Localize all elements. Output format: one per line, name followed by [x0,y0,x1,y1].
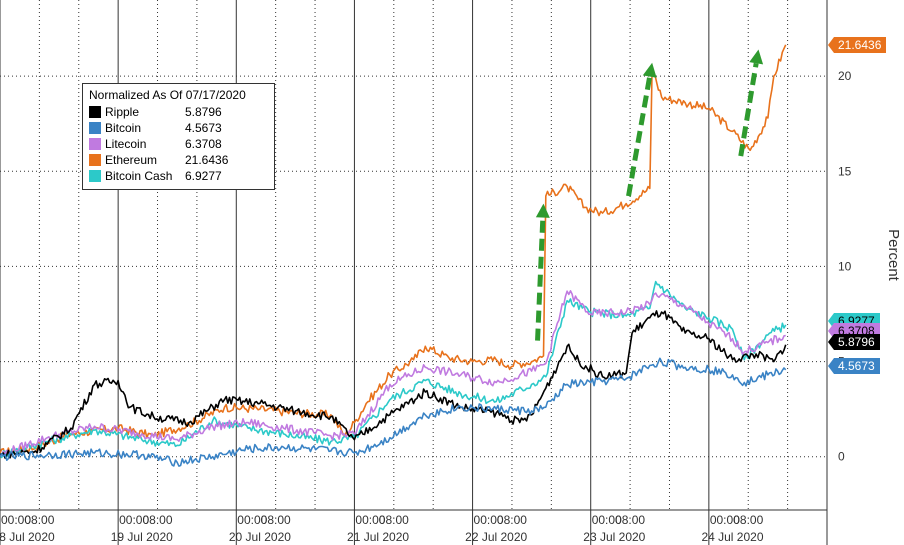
x-tick-label: 08:00 [497,513,527,527]
legend-swatch-bitcoin [89,122,101,134]
legend-entry-bitcoin: Bitcoin 4.5673 [89,120,268,136]
grid [0,0,828,545]
x-date-label: 18 Jul 2020 [0,530,55,544]
legend-entry-bitcoin-cash: Bitcoin Cash 6.9277 [89,168,268,184]
x-date-label: 20 Jul 2020 [229,530,291,544]
arrow-head [642,62,657,78]
legend-entry-litecoin: Litecoin 6.3708 [89,136,268,152]
x-date-label: 21 Jul 2020 [347,530,409,544]
series-line-bitcoin-cash [0,280,787,459]
arrow-shaft [738,62,759,157]
series-line-litecoin [0,289,786,457]
legend-swatch-ripple [89,106,101,118]
arrow-shaft [535,217,546,341]
series-line-ripple [0,310,787,459]
x-date-label: 23 Jul 2020 [583,530,645,544]
x-date-label: 24 Jul 2020 [701,530,763,544]
legend-name: Ripple [105,105,140,119]
legend-swatch-ethereum [89,154,101,166]
arrow-shaft [626,76,653,197]
legend-value: 21.6436 [185,153,229,167]
x-tick-label: 08:00 [143,513,173,527]
legend-value: 5.8796 [185,105,222,119]
x-tick-label: 00:00 [592,513,622,527]
legend-value: 4.5673 [185,121,222,135]
axes: 0510152000:0008:0000:0008:0000:0008:0000… [0,0,852,544]
end-tag-ethereum: 21.6436 [827,37,887,53]
y-tick-label: 20 [838,69,852,83]
x-date-label: 22 Jul 2020 [465,530,527,544]
x-tick-label: 00:00 [710,513,740,527]
legend-name: Bitcoin [105,121,142,135]
arrow-head [749,49,764,65]
end-tag-ripple: 5.8796 [828,334,880,350]
x-tick-label: 08:00 [615,513,645,527]
end-tag-bitcoin: 4.5673 [828,358,880,374]
x-tick-label: 08:00 [24,513,54,527]
x-tick-label: 00:00 [355,513,385,527]
y-axis-label: Percent [885,229,902,282]
series-line-bitcoin [0,357,787,467]
x-tick-label: 00:00 [237,513,267,527]
x-date-label: 19 Jul 2020 [111,530,173,544]
legend-name: Bitcoin Cash [105,169,173,183]
x-tick-label: 08:00 [379,513,409,527]
legend-swatch-bitcoin-cash [89,170,101,182]
y-tick-label: 15 [838,164,852,178]
legend-entry-ethereum: Ethereum 21.6436 [89,152,268,168]
legend-name: Ethereum [105,153,158,167]
x-tick-label: 08:00 [261,513,291,527]
legend-name: Litecoin [105,137,147,151]
legend: Normalized As Of 07/17/2020 Ripple 5.879… [82,83,275,190]
x-tick-label: 08:00 [733,513,763,527]
arrow-head [535,203,550,218]
series-lines [0,44,787,467]
x-tick-label: 00:00 [119,513,149,527]
legend-value: 6.9277 [185,169,222,183]
legend-swatch-litecoin [89,138,101,150]
legend-title: Normalized As Of 07/17/2020 [89,88,246,102]
legend-entry-ripple: Ripple 5.8796 [89,104,268,120]
y-tick-label: 10 [838,259,852,273]
x-tick-label: 00:00 [1,513,31,527]
legend-value: 6.3708 [185,137,222,151]
y-tick-label: 0 [838,450,845,464]
annotation-arrows [535,49,764,341]
x-tick-label: 00:00 [474,513,504,527]
